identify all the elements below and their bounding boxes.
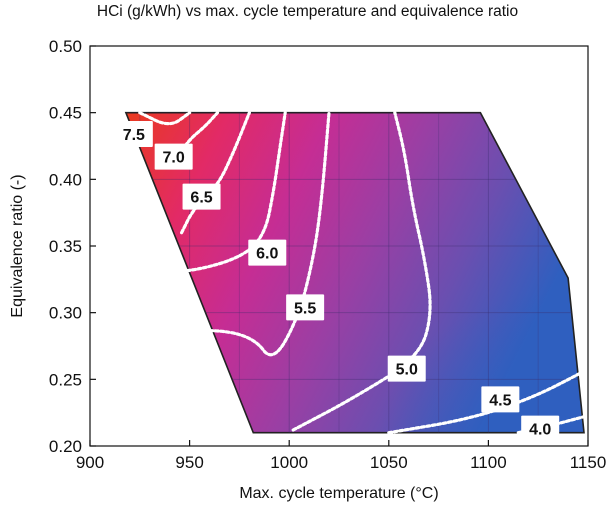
contour-label: 5.5 [294, 300, 316, 317]
contour-line-7.5 [138, 111, 192, 126]
y-tick-label: 0.40 [49, 170, 82, 189]
contour-label: 6.5 [190, 190, 212, 207]
y-tick-label: 0.30 [49, 304, 82, 323]
x-axis-label: Max. cycle temperature (°C) [239, 485, 438, 502]
x-tick-label: 1000 [270, 453, 308, 472]
contour-fill-shade [125, 112, 585, 433]
contour-label-box [286, 294, 325, 321]
y-tick-label: 0.20 [49, 437, 82, 456]
contour-labels: 7.5 7.0 6.5 6.0 5.5 5.0 4.5 4.0 [114, 121, 560, 442]
contour-label-box [481, 386, 520, 413]
contour-label: 6.0 [256, 246, 278, 263]
axes: 900 950 1000 1050 1100 1150 0.20 0.25 0.30 0.35 0.… [49, 37, 606, 472]
contour-label-box [114, 121, 153, 147]
contour-line-5.0 [291, 111, 432, 432]
contour-label: 7.0 [163, 150, 185, 167]
contour-label-box [154, 143, 193, 170]
contour-label-box [521, 415, 560, 442]
contour-line-5.5 [170, 111, 331, 357]
contour-label-box [182, 183, 221, 210]
x-tick-label: 950 [175, 453, 203, 472]
x-tick-label: 1100 [470, 453, 507, 472]
y-tick-label: 0.25 [49, 370, 82, 389]
x-tick-label: 1150 [570, 453, 607, 472]
contour-label: 4.5 [489, 392, 511, 409]
y-tick-label: 0.50 [49, 37, 82, 56]
chart-title: HCi (g/kWh) vs max. cycle temperature an… [96, 3, 519, 20]
filled-contour-region [124, 111, 585, 434]
contour-label-box [387, 355, 426, 382]
contour-label: 5.0 [396, 362, 418, 379]
y-tick-label: 0.45 [49, 104, 82, 123]
contour-label-box [248, 239, 287, 266]
x-tick-label: 1050 [370, 453, 408, 472]
y-tick-label: 0.35 [49, 237, 82, 256]
contour-line-6.0 [158, 111, 287, 275]
y-axis-label: Equivalence ratio (-) [9, 174, 26, 317]
contour-label: 7.5 [123, 127, 145, 144]
contour-domain-outline [124, 111, 585, 434]
x-tick-label: 900 [76, 453, 104, 472]
contour-label: 4.0 [529, 422, 551, 439]
